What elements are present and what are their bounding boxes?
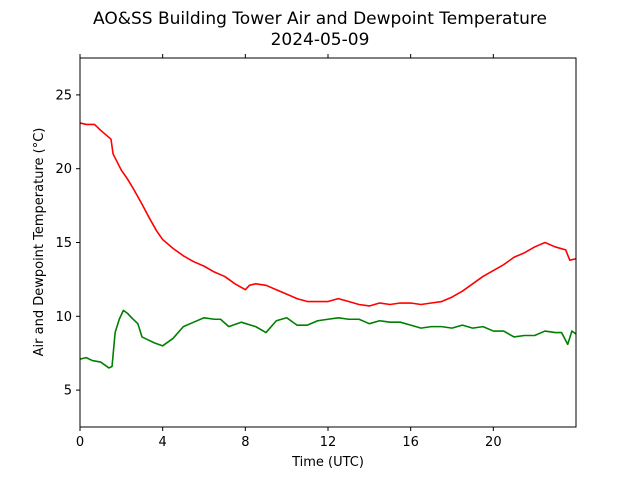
y-tick-label: 15 (55, 236, 72, 251)
x-tick-label: 16 (402, 435, 419, 450)
series-layer (79, 122, 577, 369)
x-tick-label: 4 (159, 435, 167, 450)
x-tick-label: 8 (241, 435, 249, 450)
y-tick-label: 10 (55, 310, 72, 325)
chart-title: AO&SS Building Tower Air and Dewpoint Te… (93, 9, 547, 29)
plot-area (79, 57, 577, 428)
y-axis: 5 10 15 20 25 (55, 88, 80, 399)
x-axis-label: Time (UTC) (291, 455, 364, 470)
series-line-1 (79, 122, 577, 307)
plot-background (80, 58, 576, 427)
x-tick-label: 12 (320, 435, 337, 450)
x-tick-label: 0 (76, 435, 84, 450)
x-tick-label: 20 (485, 435, 502, 450)
series-line-2 (79, 309, 577, 369)
y-tick-label: 5 (64, 384, 72, 399)
y-tick-label: 25 (55, 88, 72, 103)
y-tick-label: 20 (55, 162, 72, 177)
chart-subtitle: 2024-05-09 (271, 30, 370, 50)
y-axis-label: Air and Dewpoint Temperature (°C) (32, 128, 47, 357)
x-axis: 0 4 8 12 16 20 (76, 54, 502, 450)
